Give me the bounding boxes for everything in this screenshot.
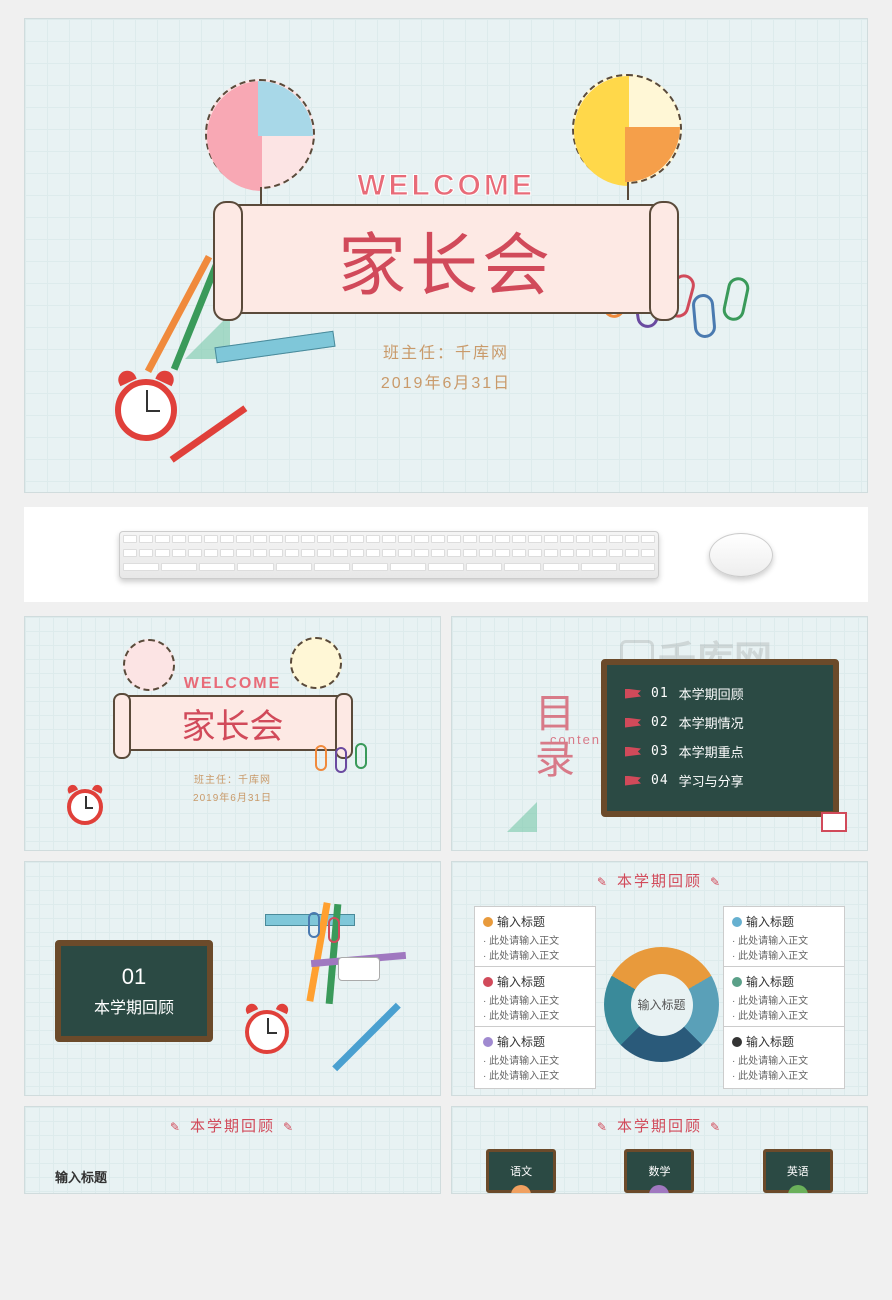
balloon-icon	[205, 79, 315, 189]
prose-block: 输入标题 此处请输入正文此处请输入正文此处请输入正文此处请输入正文此处请输入正文…	[55, 1167, 410, 1194]
bullet-icon	[483, 917, 493, 927]
bullet-icon	[732, 917, 742, 927]
info-box: 输入标题· 此处请输入正文· 此处请输入正文	[474, 1026, 596, 1089]
alarm-clock-icon	[67, 789, 103, 825]
info-box: 输入标题· 此处请输入正文· 此处请输入正文	[723, 1026, 845, 1089]
kids-row: 语文 数学 英语	[452, 1149, 867, 1194]
balloon-icon	[290, 637, 342, 689]
prose-title: 输入标题	[55, 1167, 410, 1189]
info-box: 输入标题· 此处请输入正文· 此处请输入正文	[474, 966, 596, 1029]
section-board: 01 本学期回顾	[55, 940, 213, 1042]
keyboard-mouse-mockup	[24, 507, 868, 602]
section-title: 本学期回顾	[94, 994, 174, 1018]
toc-item: 02本学期情况	[625, 708, 815, 737]
alarm-clock-icon	[245, 1010, 289, 1054]
bullet-icon	[732, 977, 742, 987]
teacher-line: 班主任：千库网	[381, 339, 511, 369]
toc-item: 03本学期重点	[625, 737, 815, 766]
paperclip-icon	[328, 917, 340, 943]
mouse-icon	[709, 533, 773, 577]
toc-item: 01本学期回顾	[625, 679, 815, 708]
kid-card: 数学	[624, 1149, 694, 1194]
flag-icon	[625, 689, 641, 699]
flag-icon	[625, 747, 641, 757]
title-banner: 家长会	[231, 204, 661, 314]
section-num: 01	[122, 964, 146, 990]
paperclip-icon	[335, 747, 347, 773]
slide-thumb-donut: 本学期回顾 输入标题· 此处请输入正文· 此处请输入正文 输入标题· 此处请输入…	[451, 861, 868, 1096]
slide-thumb-prose: 本学期回顾 输入标题 此处请输入正文此处请输入正文此处请输入正文此处请输入正文此…	[24, 1106, 441, 1194]
subtitle-block: 班主任：千库网 2019年6月31日	[381, 339, 511, 400]
subtitle-block: 班主任：千库网 2019年6月31日	[193, 772, 272, 808]
paperclip-icon	[355, 743, 367, 769]
kid-card: 语文	[486, 1149, 556, 1194]
welcome-text: WELCOME	[184, 675, 282, 693]
slide-hero: WELCOME 家长会 班主任：千库网 2019年6月31日	[24, 18, 868, 493]
slide-header: 本学期回顾	[452, 1115, 867, 1136]
donut-chart: 输入标题	[604, 947, 719, 1062]
slide-thumb-kids: 本学期回顾 语文 数学 英语	[451, 1106, 868, 1194]
paperclip-icon	[308, 912, 320, 938]
flag-icon	[625, 718, 641, 728]
slide-thumb-cover: WELCOME 家长会 班主任：千库网 2019年6月31日	[24, 616, 441, 851]
ruler-icon	[214, 331, 335, 364]
info-box: 输入标题· 此处请输入正文· 此处请输入正文	[474, 906, 596, 969]
eraser-icon	[338, 957, 380, 981]
date-line: 2019年6月31日	[381, 369, 511, 399]
balloon-icon	[572, 74, 682, 184]
title-banner: 家长会	[123, 695, 343, 751]
slide-thumb-toc: 千库网 588ku.com 目录 contents 01本学期回顾 02本学期情…	[451, 616, 868, 851]
triangle-ruler-icon	[507, 802, 537, 832]
bullet-icon	[483, 1037, 493, 1047]
pencil-icon	[332, 1003, 401, 1072]
info-box: 输入标题· 此处请输入正文· 此处请输入正文	[723, 966, 845, 1029]
info-box: 输入标题· 此处请输入正文· 此处请输入正文	[723, 906, 845, 969]
flag-icon	[625, 776, 641, 786]
book-icon	[821, 812, 847, 832]
paperclip-icon	[315, 745, 327, 771]
slide-header: 本学期回顾	[25, 1115, 440, 1136]
toc-board: 01本学期回顾 02本学期情况 03本学期重点 04学习与分享	[601, 659, 839, 817]
keyboard-icon	[119, 531, 659, 579]
slide-thumb-section: 01 本学期回顾	[24, 861, 441, 1096]
bullet-icon	[483, 977, 493, 987]
paperclip-icon	[691, 293, 717, 339]
balloon-icon	[123, 639, 175, 691]
donut-center-label: 输入标题	[637, 996, 685, 1013]
alarm-clock-icon	[115, 379, 177, 441]
main-title: 家长会	[338, 210, 554, 309]
welcome-text: WELCOME	[357, 169, 535, 203]
kid-card: 英语	[763, 1149, 833, 1194]
main-title: 家长会	[182, 699, 284, 748]
bullet-icon	[732, 1037, 742, 1047]
prose-body: 此处请输入正文此处请输入正文此处请输入正文此处请输入正文此处请输入正文此处请输入…	[55, 1192, 410, 1194]
slide-header: 本学期回顾	[452, 870, 867, 891]
pencil-icon	[170, 405, 248, 462]
paperclip-icon	[721, 275, 752, 323]
toc-item: 04学习与分享	[625, 766, 815, 795]
